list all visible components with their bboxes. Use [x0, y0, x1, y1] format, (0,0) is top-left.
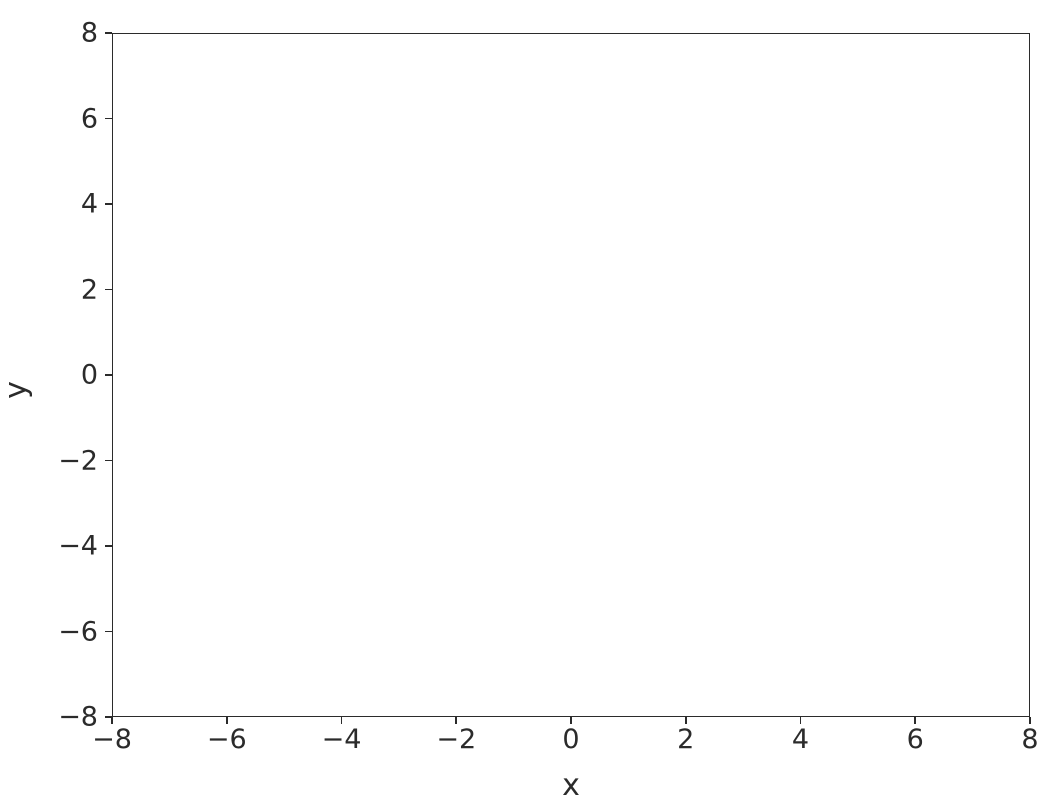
contour-lines-svg: [112, 33, 1030, 717]
contour-figure: −8 −6 −4 −2 0 2 4 6 8 −8 −6 −4 −2 0 2 4 6 8 y x: [0, 17, 1039, 803]
y-tick-mark: [105, 288, 112, 291]
y-tick-label: 4: [80, 188, 98, 220]
x-tick-label: 8: [1021, 724, 1039, 755]
x-tick-mark: [799, 717, 802, 724]
y-tick-label: 8: [80, 17, 98, 49]
contour-line: [183, 328, 238, 422]
x-tick-mark: [225, 717, 228, 724]
contour-line: [112, 206, 320, 544]
x-tick-mark: [570, 717, 572, 724]
contour-line: [851, 242, 1012, 509]
contour-line: [462, 204, 680, 546]
x-tick-label: −4: [321, 724, 362, 755]
contour-line: [1015, 708, 1030, 717]
contour-line: [654, 679, 848, 717]
y-tick-mark: [105, 117, 112, 120]
x-tick-mark: [1029, 717, 1031, 724]
x-tick-label: −2: [436, 724, 477, 755]
y-tick-label: −8: [58, 701, 98, 733]
y-tick-mark: [105, 32, 112, 34]
contour-line: [770, 168, 1030, 582]
contour-line: [792, 178, 1030, 572]
y-tick-label: −2: [58, 445, 98, 476]
contour-line: [112, 33, 127, 42]
contour-line: [112, 608, 1030, 691]
x-tick-mark: [914, 717, 917, 724]
contour-line: [112, 168, 372, 582]
y-axis-label: y: [0, 381, 34, 399]
contour-line: [112, 708, 127, 717]
y-tick-label: 0: [80, 359, 98, 391]
y-tick-label: 2: [80, 274, 98, 305]
x-tick-label: 4: [791, 724, 810, 755]
contour-line: [411, 167, 731, 583]
x-tick-label: −6: [206, 724, 247, 755]
contour-line: [112, 178, 350, 572]
contour-line: [904, 328, 959, 422]
x-tick-mark: [684, 717, 687, 724]
x-tick-mark: [455, 717, 458, 724]
contour-line: [516, 280, 626, 469]
plot-axes-area: [112, 33, 1030, 717]
contour-line: [726, 713, 777, 717]
contour-line: [877, 282, 986, 468]
y-tick-mark: [105, 459, 112, 462]
contour-level-group: [112, 33, 1030, 717]
x-axis-label: x: [562, 768, 580, 803]
x-tick-mark: [111, 717, 113, 724]
contour-line: [112, 376, 1030, 586]
y-tick-label: −4: [58, 530, 98, 562]
x-tick-label: 2: [677, 724, 695, 755]
contour-line: [294, 679, 488, 717]
contour-line: [156, 282, 265, 468]
y-tick-label: 6: [80, 103, 98, 134]
contour-line: [365, 712, 416, 717]
y-tick-mark: [105, 374, 112, 376]
x-tick-label: −8: [92, 724, 132, 755]
x-tick-mark: [340, 717, 343, 724]
x-tick-label: 0: [562, 724, 580, 755]
y-tick-label: −6: [58, 616, 98, 647]
x-tick-label: 6: [906, 724, 924, 755]
contour-line: [365, 33, 416, 37]
contour-line: [654, 33, 848, 71]
y-tick-mark: [105, 545, 112, 547]
contour-line: [112, 59, 1030, 142]
contour-line: [1015, 33, 1030, 42]
contour-line: [544, 329, 598, 421]
contour-line: [726, 33, 777, 38]
y-tick-mark: [105, 203, 112, 205]
contour-line: [130, 242, 291, 509]
y-tick-mark: [105, 716, 112, 718]
y-tick-mark: [105, 630, 112, 633]
contour-line: [112, 164, 1030, 374]
contour-line: [294, 33, 488, 71]
